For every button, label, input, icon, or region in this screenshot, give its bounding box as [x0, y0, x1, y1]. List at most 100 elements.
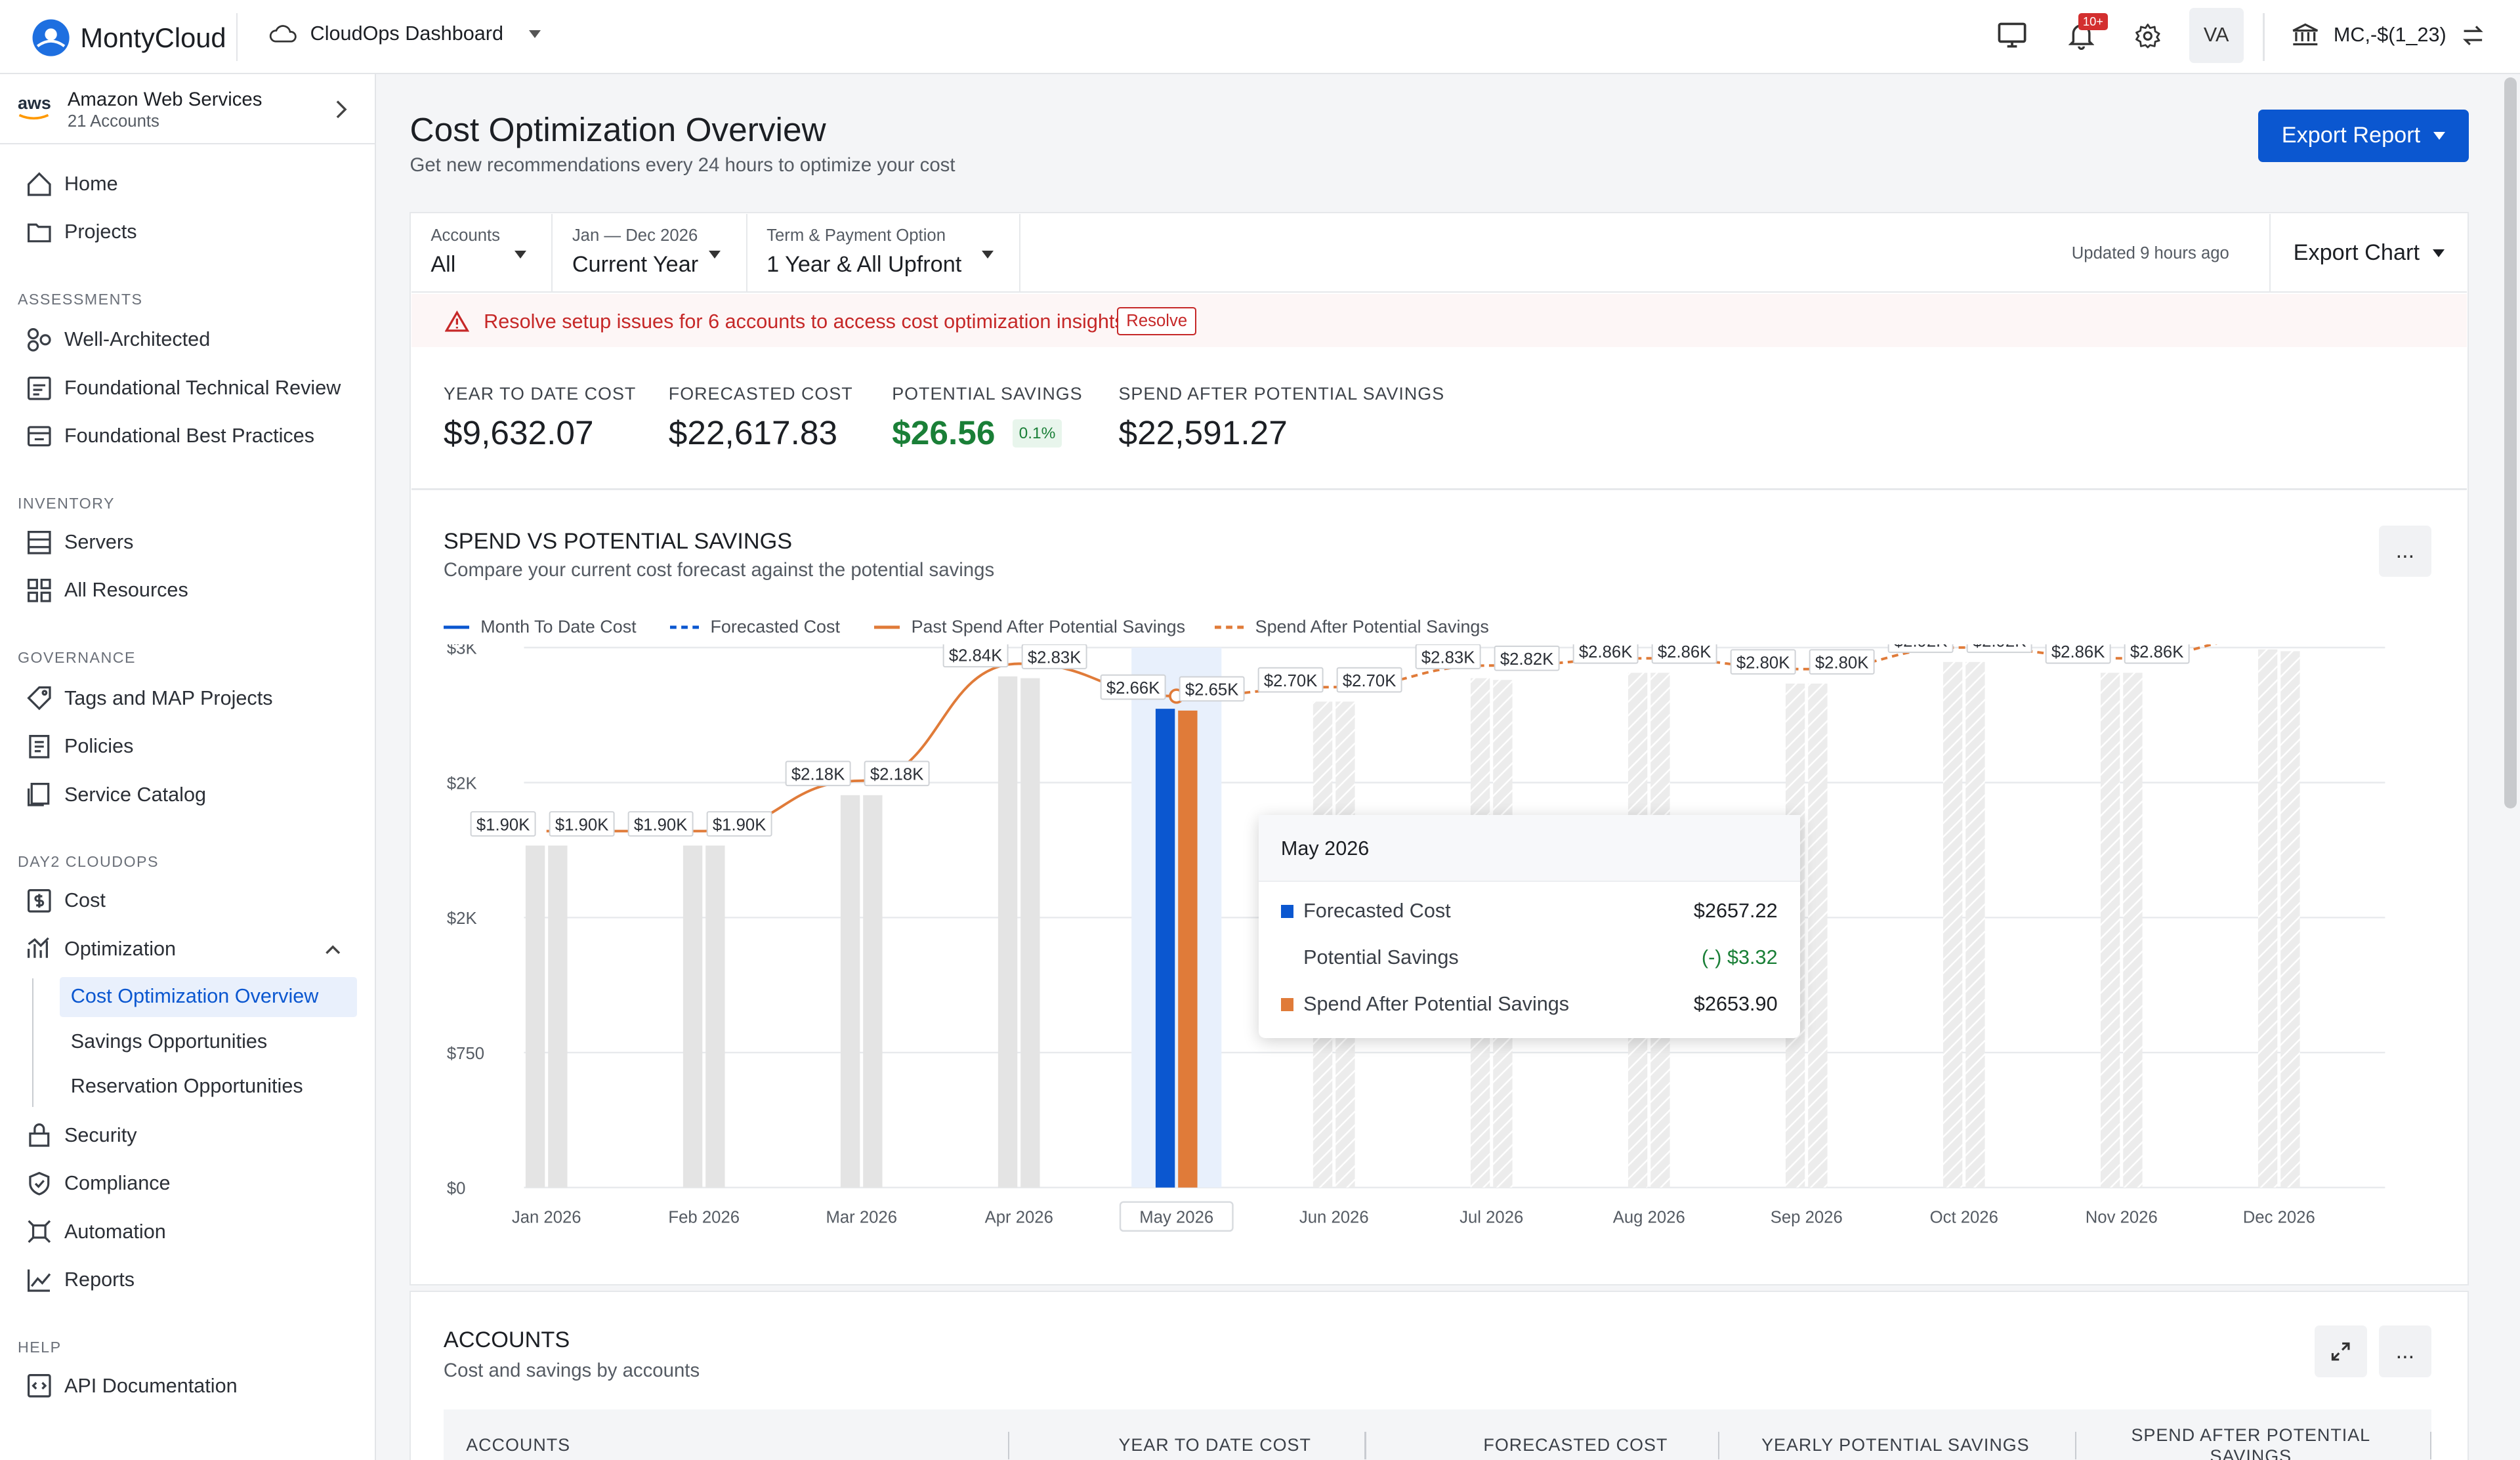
- x-tick-label: Nov 2026: [2086, 1209, 2158, 1227]
- chevron-down-icon: [529, 30, 541, 38]
- app-name: MontyCloud: [80, 22, 226, 53]
- data-label-box: [1572, 644, 1639, 664]
- data-label-group: $2.66K $2.65K: [1100, 674, 1245, 702]
- bar-forecast: [1942, 661, 1963, 1188]
- col-yearly-savings[interactable]: YEARLY POTENTIAL SAVINGS: [1761, 1434, 2030, 1455]
- grid-icon: [28, 579, 51, 602]
- savings-label: POTENTIAL SAVINGS: [892, 384, 1083, 404]
- expand-button[interactable]: [2314, 1325, 2368, 1377]
- sidebar-item-label: Compliance: [64, 1172, 171, 1195]
- data-label: $2.65K: [1185, 681, 1238, 699]
- alert-text: Resolve setup issues for 6 accounts to a…: [484, 310, 1131, 333]
- legend-item-forecast[interactable]: Forecasted Cost: [670, 617, 840, 637]
- gear-icon[interactable]: [2134, 22, 2162, 50]
- savings-pct-badge: 0.1%: [1012, 419, 1062, 448]
- sidebar-item-reservation-opportunities[interactable]: Reservation Opportunities: [70, 1075, 303, 1098]
- sidebar-item-automation[interactable]: Automation: [26, 1218, 166, 1245]
- bar-spend-after: [1965, 661, 1985, 1188]
- data-label-group: $2.70K $2.70K: [1257, 667, 1402, 693]
- export-report-button[interactable]: Export Report: [2258, 109, 2469, 163]
- col-forecast[interactable]: FORECASTED COST: [1483, 1434, 1668, 1455]
- app-logo[interactable]: MontyCloud: [31, 18, 226, 58]
- accounts-more-button[interactable]: ...: [2378, 1325, 2432, 1377]
- sidebar-item-cost-optimization-overview[interactable]: Cost Optimization Overview: [70, 985, 319, 1008]
- sidebar: aws Amazon Web Services 21 Accounts Home…: [0, 73, 377, 1460]
- col-ytd[interactable]: YEAR TO DATE COST: [1118, 1434, 1311, 1455]
- section-assessments: ASSESSMENTS: [17, 291, 143, 308]
- sidebar-item-catalog[interactable]: Service Catalog: [26, 781, 206, 808]
- period-filter[interactable]: Jan — Dec 2026 Current Year: [553, 213, 747, 293]
- sidebar-item-optimization[interactable]: Optimization: [26, 935, 176, 963]
- sidebar-item-projects[interactable]: Projects: [26, 219, 137, 246]
- legend-item-mtd[interactable]: Month To Date Cost: [443, 617, 637, 637]
- col-accounts[interactable]: ACCOUNTS: [466, 1434, 571, 1455]
- data-label-group: $2.83K $2.82K: [1415, 644, 1560, 671]
- export-chart-button[interactable]: Export Chart: [2269, 213, 2467, 293]
- lock-icon: [29, 1123, 50, 1147]
- account-switcher[interactable]: MC,-$(1_23): [2292, 22, 2485, 48]
- export-chart-label: Export Chart: [2293, 240, 2420, 266]
- term-filter[interactable]: Term & Payment Option 1 Year & All Upfro…: [747, 213, 1021, 293]
- data-label-box: [1494, 645, 1560, 671]
- bar-forecast: [2100, 673, 2120, 1188]
- data-label-group: $2.92K $2.92K: [1887, 644, 2032, 654]
- data-label-box: [1809, 649, 1875, 675]
- sidebar-item-security[interactable]: Security: [26, 1121, 137, 1149]
- chevron-up-icon[interactable]: [325, 944, 341, 955]
- sidebar-item-tags[interactable]: Tags and MAP Projects: [26, 684, 273, 712]
- dashboard-switcher[interactable]: CloudOps Dashboard: [268, 22, 541, 45]
- expand-icon: [2332, 1342, 2350, 1361]
- tag-icon: [27, 686, 51, 711]
- sidebar-item-label: Tags and MAP Projects: [64, 686, 273, 709]
- monitor-icon[interactable]: [1998, 22, 2026, 48]
- chevron-right-icon: [337, 100, 347, 118]
- data-label-box: [706, 811, 772, 837]
- sidebar-item-servers[interactable]: Servers: [26, 529, 133, 556]
- cloud-icon: [269, 24, 297, 43]
- col-spend-after[interactable]: SPEND AFTER POTENTIAL SAVINGS: [2131, 1425, 2371, 1460]
- sidebar-item-label: Reports: [64, 1268, 135, 1291]
- legend-item-past-spend[interactable]: Past Spend After Potential Savings: [874, 617, 1185, 637]
- swap-icon: [2462, 25, 2483, 45]
- bar-forecast: [998, 676, 1018, 1188]
- data-label-box: [2045, 644, 2111, 664]
- data-label: $1.90K: [476, 816, 530, 834]
- sidebar-item-fbp[interactable]: Foundational Best Practices: [26, 423, 314, 450]
- data-label: $2.92K: [1894, 644, 1947, 651]
- bar-forecast: [2258, 649, 2278, 1188]
- data-label-box: [864, 761, 930, 787]
- sidebar-item-savings-opportunities[interactable]: Savings Opportunities: [70, 1030, 268, 1053]
- notification-badge: 10+: [2078, 12, 2109, 31]
- sidebar-item-cost[interactable]: Cost: [26, 887, 106, 915]
- data-label-box: [1415, 644, 1481, 669]
- provider-selector[interactable]: aws Amazon Web Services 21 Accounts: [0, 74, 375, 145]
- sidebar-item-reports[interactable]: Reports: [26, 1266, 135, 1294]
- accounts-filter[interactable]: Accounts All: [411, 213, 553, 293]
- avatar[interactable]: VA: [2189, 8, 2244, 63]
- sidebar-item-label: Home: [64, 172, 118, 195]
- account-label: MC,-$(1_23): [2333, 24, 2446, 47]
- scrollbar-thumb[interactable]: [2504, 77, 2517, 808]
- period-filter-value: Current Year: [572, 252, 699, 278]
- optimization-icon: [28, 937, 50, 958]
- chart-more-button[interactable]: ...: [2378, 525, 2432, 577]
- sidebar-item-ftr[interactable]: Foundational Technical Review: [26, 375, 341, 402]
- data-label-box: [1179, 676, 1245, 702]
- sidebar-item-compliance[interactable]: Compliance: [26, 1170, 171, 1198]
- sidebar-item-well-architected[interactable]: Well-Architected: [26, 326, 210, 354]
- sidebar-item-all-resources[interactable]: All Resources: [26, 577, 188, 604]
- accounts-title: ACCOUNTS: [443, 1327, 570, 1352]
- sidebar-item-policies[interactable]: Policies: [26, 733, 133, 761]
- x-tick-label: Feb 2026: [668, 1209, 740, 1227]
- bar-spend-after: [1808, 683, 1828, 1188]
- catalog-icon: [28, 783, 50, 806]
- sidebar-item-api-docs[interactable]: API Documentation: [26, 1372, 238, 1400]
- resolve-button[interactable]: Resolve: [1117, 306, 1197, 335]
- legend-item-spend-after[interactable]: Spend After Potential Savings: [1215, 617, 1489, 637]
- legend-label: Forecasted Cost: [710, 617, 840, 637]
- sidebar-item-home[interactable]: Home: [26, 171, 118, 198]
- provider-accounts: 21 Accounts: [67, 112, 159, 131]
- data-label-group: $2.86K $2.86K: [1572, 644, 1717, 664]
- accounts-filter-label: Accounts: [430, 226, 501, 245]
- x-tick-label: Mar 2026: [826, 1209, 897, 1227]
